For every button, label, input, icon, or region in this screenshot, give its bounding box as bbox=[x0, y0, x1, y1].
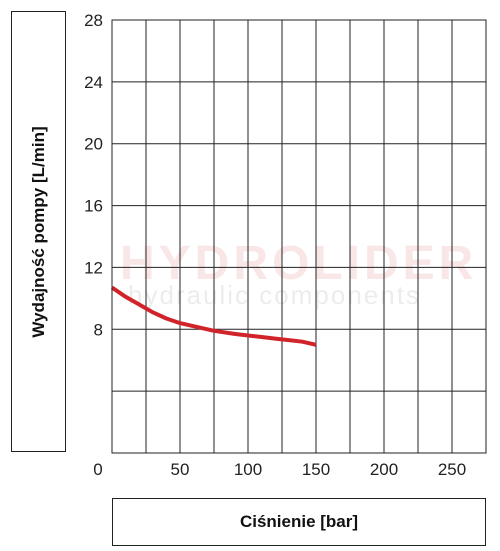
x-tick-label: 200 bbox=[370, 460, 398, 479]
series-line bbox=[110, 285, 317, 347]
watermark-subtitle: hydraulic components bbox=[128, 280, 421, 310]
grid bbox=[112, 20, 486, 453]
plot-frame bbox=[111, 19, 487, 454]
y-tick-label: 28 bbox=[84, 11, 103, 30]
y-axis-label-box: Wydajność pompy [L/min] bbox=[11, 11, 66, 452]
y-tick-label: 24 bbox=[84, 73, 103, 92]
y-tick-label: 12 bbox=[84, 258, 103, 277]
x-axis-label-box: Ciśnienie [bar] bbox=[112, 498, 486, 546]
x-axis-label: Ciśnienie [bar] bbox=[239, 512, 359, 531]
x-tick-label: 100 bbox=[234, 460, 262, 479]
series-layer bbox=[110, 285, 317, 347]
origin-label: 0 bbox=[93, 460, 102, 479]
y-axis-label: Wydajność pompy [L/min] bbox=[28, 125, 48, 338]
tick-labels: 8 12 16 20 24 28 50 100 150 200 250 0 bbox=[84, 11, 466, 479]
y-tick-label: 8 bbox=[94, 320, 103, 339]
x-tick-label: 50 bbox=[171, 460, 190, 479]
x-tick-label: 250 bbox=[438, 460, 466, 479]
y-tick-label: 20 bbox=[84, 135, 103, 154]
y-tick-label: 16 bbox=[84, 197, 103, 216]
watermark-title: HYDROLIDER bbox=[120, 237, 478, 290]
x-tick-label: 150 bbox=[302, 460, 330, 479]
